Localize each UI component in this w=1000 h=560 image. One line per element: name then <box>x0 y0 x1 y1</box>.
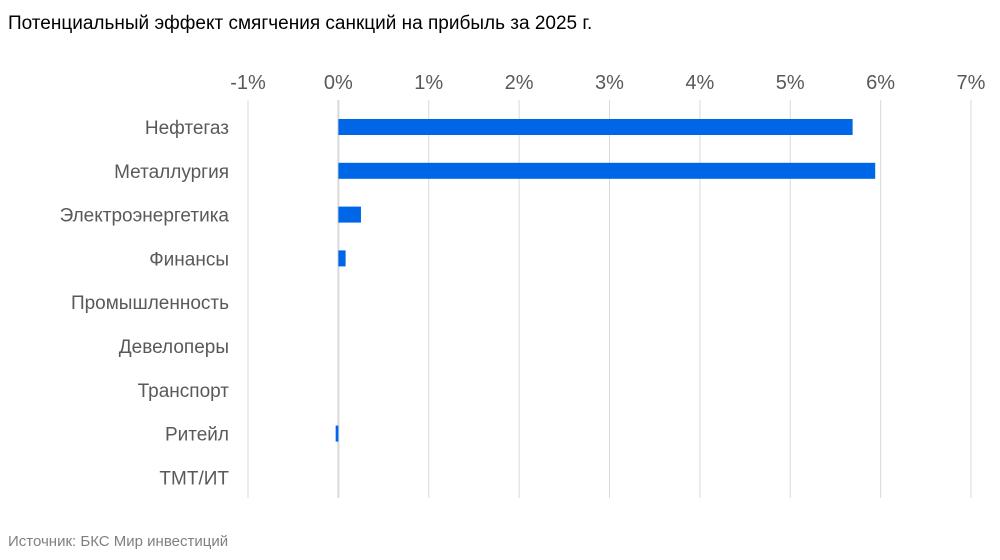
x-tick-label: 3% <box>595 72 624 94</box>
category-label: Нефтегаз <box>145 118 229 139</box>
bar <box>335 425 339 442</box>
bar <box>338 250 346 267</box>
bar <box>338 162 876 179</box>
category-label: Транспорт <box>138 381 230 402</box>
x-tick-label: 6% <box>866 72 895 94</box>
category-label: Промышленность <box>71 293 229 314</box>
category-label: Электроэнергетика <box>60 206 230 227</box>
chart-source: Источник: БКС Мир инвестиций <box>8 533 228 550</box>
x-tick-label: -1% <box>230 72 266 94</box>
chart-title: Потенциальный эффект смягчения санкций н… <box>8 13 592 34</box>
category-label: Финансы <box>149 249 229 270</box>
bar <box>338 119 853 135</box>
category-label: Металлургия <box>114 162 229 183</box>
x-tick-label: 7% <box>957 72 986 94</box>
bar <box>338 206 361 223</box>
x-tick-label: 0% <box>324 72 353 94</box>
category-label: ТМТ/ИТ <box>159 468 229 489</box>
category-label: Девелоперы <box>119 337 229 358</box>
category-label: Ритейл <box>165 425 229 446</box>
x-tick-label: 2% <box>505 72 534 94</box>
x-tick-label: 5% <box>776 72 805 94</box>
x-tick-label: 1% <box>414 72 443 94</box>
x-tick-label: 4% <box>685 72 714 94</box>
